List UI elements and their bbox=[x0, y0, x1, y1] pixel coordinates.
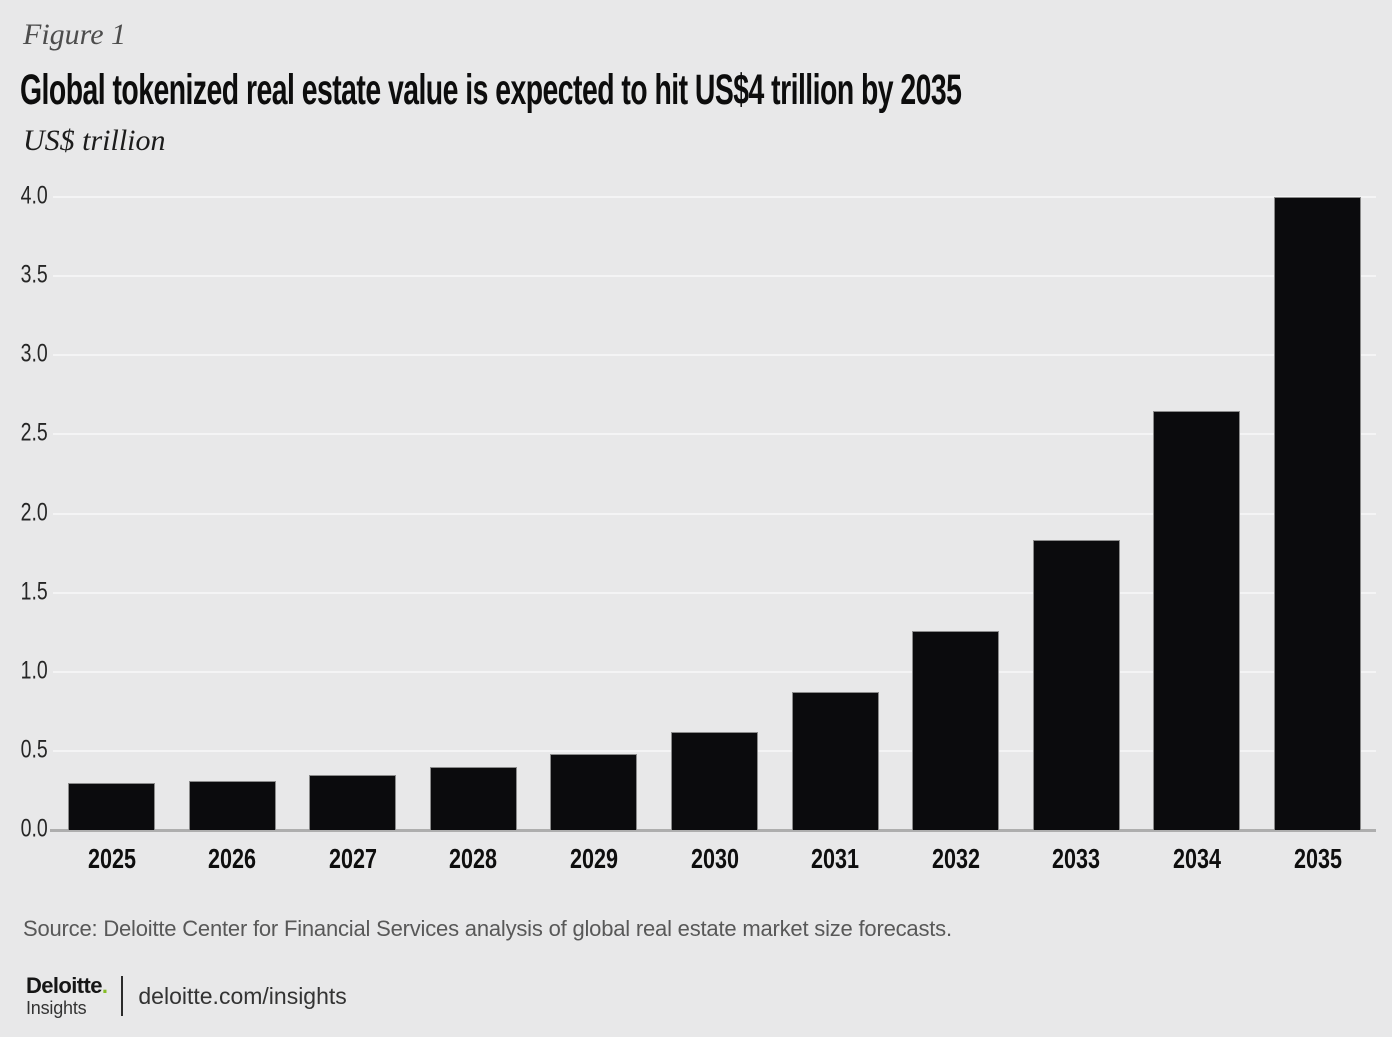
bar-chart-plot-area: 0.0 0.5 1.0 1.5 2.0 2.5 3.0 3.5 4.0 2025 2026 2027 2… bbox=[21, 181, 1376, 874]
x-axis-line bbox=[50, 829, 1376, 832]
bar-2032 bbox=[912, 630, 1000, 830]
y-gridline-4.0 bbox=[53, 196, 1376, 198]
x-tick-label-2026: 2026 bbox=[208, 843, 257, 874]
y-gridline-3.0 bbox=[53, 354, 1376, 357]
bar-2028 bbox=[429, 766, 517, 830]
y-tick-label-0.0: 0.0 bbox=[20, 814, 48, 843]
x-tick-label-2035: 2035 bbox=[1293, 843, 1342, 874]
deloitte-logo-insights-text: Insights bbox=[26, 998, 87, 1018]
y-tick-label-3.0: 3.0 bbox=[20, 339, 48, 368]
y-tick-label-1.5: 1.5 bbox=[20, 576, 48, 605]
source-note: Source: Deloitte Center for Financial Se… bbox=[23, 916, 952, 941]
x-tick-label-2033: 2033 bbox=[1052, 843, 1101, 874]
deloitte-logo-green-dot: . bbox=[101, 973, 108, 998]
bar-2034 bbox=[1153, 410, 1241, 830]
x-tick-label-2028: 2028 bbox=[449, 843, 498, 874]
bar-2029 bbox=[550, 754, 638, 830]
brand-row: Deloitte. Insights deloitte.com/insights bbox=[26, 973, 347, 1018]
y-gridline-2.0 bbox=[53, 512, 1376, 515]
bar-2031 bbox=[791, 692, 879, 830]
bar-2025 bbox=[68, 782, 155, 830]
y-tick-label-2.0: 2.0 bbox=[20, 497, 48, 526]
deloitte-logo-wordmark: Deloitte. bbox=[26, 973, 108, 998]
y-gridline-1.0 bbox=[53, 670, 1376, 673]
brand-divider bbox=[121, 976, 124, 1016]
y-gridline-3.5 bbox=[53, 275, 1376, 278]
y-tick-label-1.0: 1.0 bbox=[20, 656, 48, 685]
x-tick-label-2029: 2029 bbox=[569, 843, 618, 874]
x-tick-label-2025: 2025 bbox=[87, 843, 136, 874]
figure-label: Figure 1 bbox=[23, 18, 127, 51]
bar-2026 bbox=[188, 780, 276, 830]
x-tick-label-2027: 2027 bbox=[328, 843, 377, 874]
y-tick-label-2.5: 2.5 bbox=[20, 418, 48, 447]
y-tick-label-3.5: 3.5 bbox=[20, 260, 48, 289]
bar-2035 bbox=[1274, 197, 1361, 830]
y-gridline-2.5 bbox=[53, 433, 1376, 436]
x-tick-label-2034: 2034 bbox=[1172, 843, 1221, 874]
y-axis-unit-label: US$ trillion bbox=[23, 124, 166, 157]
x-tick-label-2030: 2030 bbox=[690, 843, 739, 874]
y-gridline-1.5 bbox=[53, 591, 1376, 594]
deloitte-insights-logo: Deloitte. Insights bbox=[26, 973, 108, 1018]
bar-2030 bbox=[671, 731, 758, 830]
deloitte-logo-text: Deloitte bbox=[26, 973, 102, 998]
y-tick-label-0.5: 0.5 bbox=[20, 735, 48, 764]
bar-2033 bbox=[1032, 540, 1120, 830]
y-tick-label-4.0: 4.0 bbox=[20, 181, 48, 210]
chart-title: Global tokenized real estate value is ex… bbox=[20, 66, 962, 114]
x-tick-label-2032: 2032 bbox=[931, 843, 980, 874]
insights-url[interactable]: deloitte.com/insights bbox=[138, 982, 347, 1009]
bar-2027 bbox=[309, 774, 397, 830]
x-tick-label-2031: 2031 bbox=[811, 843, 860, 874]
